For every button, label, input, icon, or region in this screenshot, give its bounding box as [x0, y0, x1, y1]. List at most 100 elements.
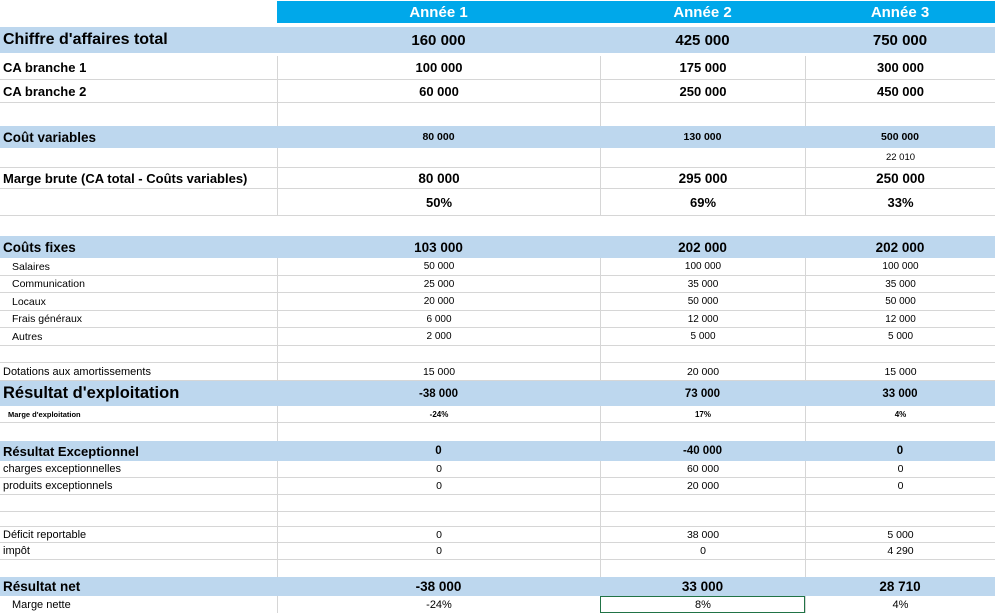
cell-annee-1[interactable]: 0 [277, 543, 600, 559]
cell-annee-1[interactable]: 0 [435, 445, 442, 457]
cell-label-dotations-aux-amortissements[interactable]: Dotations aux amortissements [3, 365, 151, 378]
cell-annee-3[interactable]: 0 [805, 478, 995, 494]
cell-annee-1[interactable]: 60 000 [277, 80, 600, 102]
cell-annee-1[interactable]: 50% [277, 189, 600, 215]
cell-annee-1[interactable]: 6 000 [277, 311, 600, 327]
cell-label-frais-generaux[interactable]: Frais généraux [12, 313, 83, 325]
cell-annee-1[interactable] [277, 216, 600, 236]
cell-annee-1[interactable]: 100 000 [277, 56, 600, 79]
cell-label[interactable] [0, 103, 277, 126]
cell-annee-1[interactable] [277, 495, 600, 511]
cell-annee-1[interactable]: 80 000 [422, 131, 455, 143]
cell-label-produits-exceptionnels[interactable]: produits exceptionnels [3, 480, 113, 492]
cell-annee-1[interactable] [277, 423, 600, 441]
cell-label-couts-fixes[interactable]: Coûts fixes [3, 239, 76, 255]
header-empty-cell[interactable] [0, 1, 277, 23]
cell-label-autres[interactable]: Autres [12, 330, 43, 343]
cell-annee-3[interactable]: 33% [805, 189, 995, 215]
cell-annee-3[interactable] [805, 346, 995, 362]
cell-annee-3[interactable] [805, 560, 995, 577]
cell-annee-1[interactable]: -38 000 [418, 387, 458, 400]
cell-annee-3[interactable] [805, 512, 995, 526]
cell-annee-3[interactable]: 5 000 [805, 527, 995, 542]
cell-annee-2[interactable] [600, 346, 805, 362]
cell-annee-2[interactable] [600, 512, 805, 526]
cell-annee-2[interactable]: 0 [600, 543, 805, 559]
cell-annee-3[interactable] [805, 103, 995, 126]
cell-label[interactable] [0, 495, 277, 511]
cell-annee-3[interactable]: 0 [805, 461, 995, 477]
cell-annee-2[interactable]: 425 000 [675, 31, 730, 49]
cell-annee-2[interactable]: 5 000 [600, 328, 805, 345]
cell-annee-3[interactable]: 28 710 [879, 579, 921, 594]
cell-annee-1[interactable]: 160 000 [411, 31, 466, 49]
cell-annee-1[interactable] [277, 560, 600, 577]
cell-label-resultat-net[interactable]: Résultat net [3, 579, 81, 594]
cell-annee-2[interactable]: 60 000 [600, 461, 805, 477]
cell-annee-3[interactable]: 100 000 [805, 258, 995, 275]
cell-annee-3[interactable]: 300 000 [805, 56, 995, 79]
cell-annee-1[interactable] [277, 346, 600, 362]
cell-annee-1[interactable]: 2 000 [277, 328, 600, 345]
cell-annee-1[interactable]: 50 000 [277, 258, 600, 275]
cell-annee-1[interactable]: 15 000 [277, 363, 600, 380]
cell-label-charges-exceptionnelles[interactable]: charges exceptionnelles [3, 463, 122, 475]
cell-annee-2[interactable]: 20 000 [600, 478, 805, 494]
cell-annee-3[interactable]: 4% [805, 406, 995, 422]
cell-label-resultat-d-exploitation[interactable]: Résultat d'exploitation [3, 384, 180, 402]
cell-label-cout-variables[interactable]: Coût variables [3, 129, 97, 145]
cell-label[interactable] [0, 346, 277, 362]
cell-annee-3[interactable] [805, 216, 995, 236]
cell-annee-1[interactable]: 103 000 [414, 239, 463, 255]
cell-label-ca-branche-2[interactable]: CA branche 2 [3, 83, 87, 99]
cell-annee-3[interactable] [805, 423, 995, 441]
cell-annee-2[interactable] [600, 423, 805, 441]
cell-annee-2[interactable]: 17% [600, 406, 805, 422]
cell-annee-1[interactable]: 25 000 [277, 276, 600, 292]
cell-label[interactable] [0, 148, 277, 167]
cell-label-chiffre-d-affaires-total[interactable]: Chiffre d'affaires total [3, 31, 168, 48]
cell-annee-2[interactable]: 20 000 [600, 363, 805, 380]
cell-annee-3[interactable]: 250 000 [805, 168, 995, 188]
cell-annee-2[interactable]: -40 000 [682, 445, 722, 457]
cell-label[interactable] [0, 216, 277, 236]
cell-annee-1[interactable]: 80 000 [277, 168, 600, 188]
cell-annee-2[interactable]: 50 000 [600, 293, 805, 310]
cell-label-resultat-exceptionnel[interactable]: Résultat Exceptionnel [3, 443, 139, 459]
column-header-annee-3[interactable]: Année 3 [805, 1, 995, 23]
column-header-annee-1[interactable]: Année 1 [277, 1, 600, 23]
cell-annee-2[interactable]: 250 000 [600, 80, 805, 102]
cell-annee-2[interactable]: 69% [600, 189, 805, 215]
cell-annee-2[interactable]: 100 000 [600, 258, 805, 275]
cell-annee-2[interactable]: 295 000 [600, 168, 805, 188]
cell-label-marge-d-exploitation[interactable]: Marge d'exploitation [8, 409, 81, 419]
cell-annee-2[interactable] [600, 560, 805, 577]
selected-cell[interactable]: 8% [600, 596, 805, 613]
cell-label-impot[interactable]: impôt [3, 545, 30, 557]
cell-label-locaux[interactable]: Locaux [12, 295, 46, 308]
cell-annee-1[interactable]: 20 000 [277, 293, 600, 310]
cell-annee-3[interactable]: 12 000 [805, 311, 995, 327]
cell-annee-3[interactable]: 202 000 [875, 239, 925, 255]
cell-annee-2[interactable] [600, 103, 805, 126]
cell-annee-1[interactable]: -24% [277, 406, 600, 422]
cell-annee-3[interactable] [805, 495, 995, 511]
cell-annee-1[interactable]: 0 [277, 527, 600, 542]
cell-annee-2[interactable] [600, 495, 805, 511]
cell-annee-1[interactable] [277, 148, 600, 167]
cell-annee-3[interactable]: 0 [896, 445, 904, 457]
cell-label-marge-nette[interactable]: Marge nette [12, 598, 71, 611]
cell-annee-3[interactable]: 50 000 [805, 293, 995, 310]
cell-annee-1[interactable] [277, 103, 600, 126]
cell-annee-2[interactable]: 175 000 [600, 56, 805, 79]
cell-annee-3[interactable]: 22 010 [805, 148, 995, 167]
cell-label[interactable] [0, 512, 277, 526]
cell-annee-2[interactable]: 33 000 [681, 579, 724, 594]
cell-label[interactable] [0, 560, 277, 577]
cell-annee-1[interactable] [277, 512, 600, 526]
cell-label-deficit-reportable[interactable]: Déficit reportable [3, 528, 87, 541]
cell-annee-3[interactable]: 450 000 [805, 80, 995, 102]
cell-annee-2[interactable]: 38 000 [600, 527, 805, 542]
cell-annee-2[interactable]: 130 000 [683, 131, 722, 143]
cell-annee-3[interactable]: 35 000 [805, 276, 995, 292]
